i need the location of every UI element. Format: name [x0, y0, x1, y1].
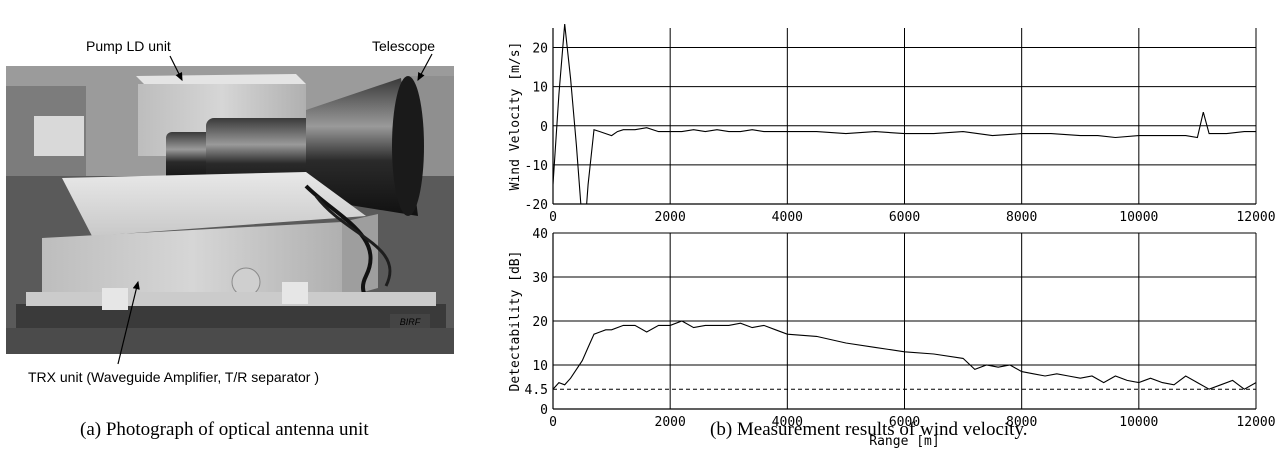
- detect-xtick-label: 0: [549, 415, 557, 430]
- caption-a: (a) Photograph of optical antenna unit: [80, 419, 369, 440]
- detect-xtick-label: 12000: [1236, 415, 1275, 430]
- velocity-xtick-label: 8000: [1006, 210, 1037, 225]
- detect-ylabel: Detectability [dB]: [508, 251, 523, 392]
- detect-ytick-label: 40: [532, 227, 548, 242]
- mount-bracket-left: [102, 288, 128, 310]
- detect-xtick-label: 8000: [1006, 415, 1037, 430]
- base-rail: [16, 304, 446, 330]
- detect-ytick-label: 4.5: [525, 383, 548, 398]
- detect-ytick-label: 20: [532, 315, 548, 330]
- mount-bracket-right: [282, 282, 308, 304]
- arrow-telescope: [417, 53, 433, 82]
- detect-ytick-label: 0: [540, 403, 548, 418]
- photo-arrows: [117, 53, 433, 365]
- velocity-ytick-label: -10: [525, 159, 548, 174]
- label-trx-unit: TRX unit (Waveguide Amplifier, T/R separ…: [28, 369, 319, 385]
- velocity-ytick-label: -20: [525, 198, 548, 213]
- base-plate-label: [390, 314, 430, 328]
- fiber-cable-2: [314, 195, 392, 287]
- base-plate: [26, 292, 436, 306]
- detect-series-line: [553, 320, 1256, 390]
- velocity-xtick-label: 12000: [1236, 210, 1275, 225]
- detect-xtick-label: 10000: [1119, 415, 1158, 430]
- arrow-pump-ld: [169, 55, 183, 82]
- photo-device-left: [34, 116, 84, 156]
- velocity-chart: 0 2000 4000 6000 8000 10000 12000 -20 -10 0 10 20 Wi…: [508, 24, 1276, 225]
- velocity-series-line: [553, 24, 1256, 204]
- telescope-aperture: [392, 76, 424, 216]
- velocity-ytick-label: 20: [532, 42, 548, 57]
- velocity-xtick-label: 2000: [655, 210, 686, 225]
- detect-ytick-label: 10: [532, 359, 548, 374]
- detect-xlabel: Range [m]: [869, 434, 939, 449]
- detect-xtick-label: 4000: [772, 415, 803, 430]
- velocity-ylabel: Wind Velocity [m/s]: [508, 42, 523, 191]
- velocity-xtick-label: 0: [549, 210, 557, 225]
- antenna-photo: BIRF: [6, 66, 454, 354]
- detect-ytick-label: 30: [532, 271, 548, 286]
- velocity-ytick-label: 0: [540, 120, 548, 135]
- antenna-photo-drawing: BIRF: [6, 66, 454, 354]
- velocity-xtick-label: 10000: [1119, 210, 1158, 225]
- base-plate-text: BIRF: [400, 317, 421, 327]
- trx-box-top: [62, 172, 366, 236]
- velocity-ytick-label: 10: [532, 81, 548, 96]
- arrow-trx: [117, 280, 140, 365]
- photo-foreground: [6, 328, 454, 354]
- trx-box-side: [342, 214, 378, 298]
- label-telescope: Telescope: [372, 38, 436, 54]
- telescope-cone: [306, 78, 418, 216]
- caption-b: (b) Measurement results of wind velocity…: [710, 419, 1028, 440]
- detect-xtick-label: 6000: [889, 415, 920, 430]
- detect-chart: 0 2000 4000 6000 8000 10000 12000 0 4.5 10 20 30 40 D…: [508, 227, 1276, 449]
- detect-xtick-label: 2000: [655, 415, 686, 430]
- label-pump-ld-unit: Pump LD unit: [86, 38, 171, 54]
- velocity-xtick-label: 4000: [772, 210, 803, 225]
- velocity-xtick-label: 6000: [889, 210, 920, 225]
